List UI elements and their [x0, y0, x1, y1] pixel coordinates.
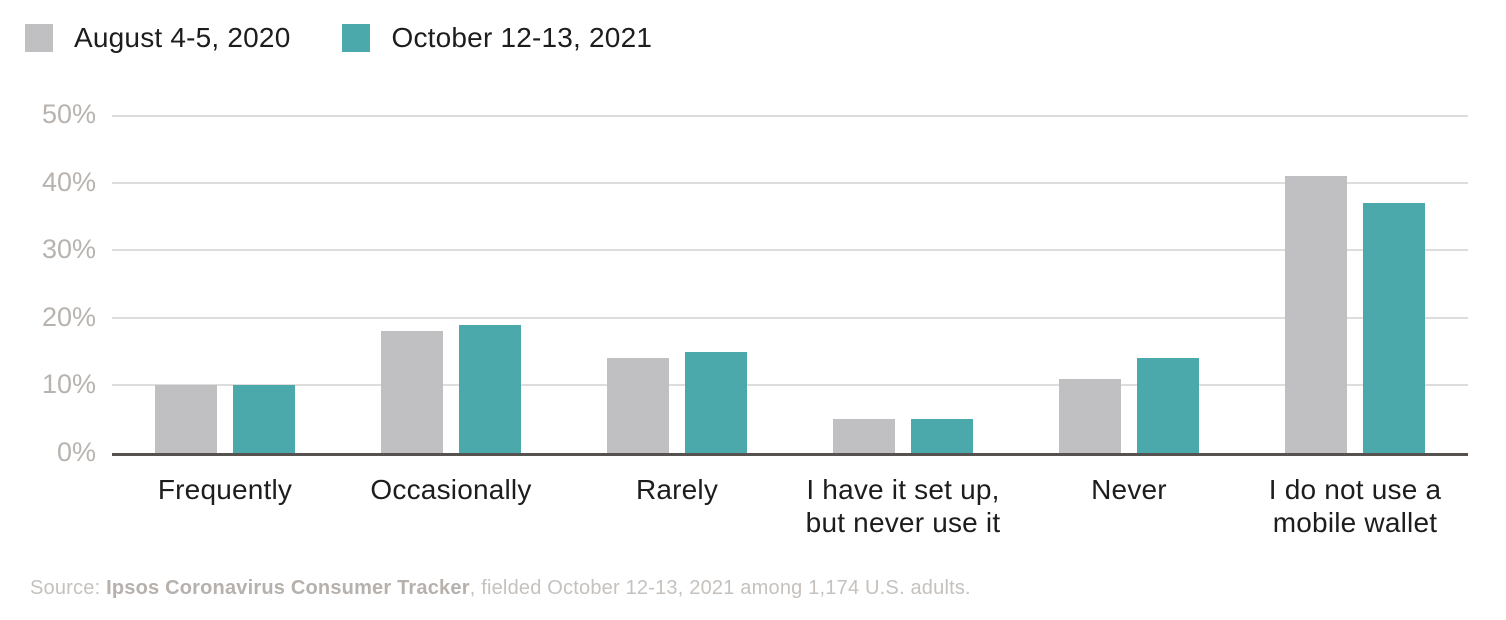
- bar-groups: [112, 115, 1468, 453]
- bar: [685, 351, 747, 453]
- legend: August 4-5, 2020 October 12-13, 2021: [25, 22, 652, 54]
- bar: [459, 324, 521, 453]
- bar: [1285, 175, 1347, 453]
- bar: [233, 385, 295, 453]
- x-category-label: Never: [1091, 474, 1167, 505]
- bar: [911, 419, 973, 453]
- legend-item-aug-2020: August 4-5, 2020: [25, 22, 290, 54]
- bar-group: [790, 115, 1016, 453]
- bar-group: [338, 115, 564, 453]
- bar: [1059, 378, 1121, 453]
- gridline: [112, 249, 1468, 252]
- bar: [833, 419, 895, 453]
- x-category-label: Occasionally: [370, 474, 532, 505]
- source-note: Source: Ipsos Coronavirus Consumer Track…: [30, 577, 971, 600]
- bar-group: [564, 115, 790, 453]
- y-tick-label: 10%: [41, 369, 96, 400]
- source-details: , fielded October 12-13, 2021 among 1,17…: [469, 577, 971, 599]
- x-category-label: Rarely: [635, 474, 719, 505]
- x-category-label: I do not use a mobile wallet: [1268, 474, 1442, 539]
- y-axis-labels: 0% 10% 20% 30% 40% 50%: [0, 0, 96, 620]
- legend-item-oct-2021: October 12-13, 2021: [342, 22, 652, 54]
- gridline: [112, 384, 1468, 387]
- bar-group: [1242, 115, 1468, 453]
- x-category-label: I have it set up, but never use it: [805, 474, 1001, 539]
- bar: [1137, 358, 1199, 453]
- y-tick-label: 30%: [41, 234, 96, 265]
- legend-label-oct-2021: October 12-13, 2021: [391, 22, 653, 53]
- gridline: [112, 316, 1468, 319]
- y-tick-label: 0%: [56, 436, 96, 467]
- bar: [607, 358, 669, 453]
- source-tracker-name: Ipsos Coronavirus Consumer Tracker: [106, 577, 470, 599]
- source-prefix: Source:: [30, 577, 107, 599]
- x-category-label: Frequently: [157, 474, 293, 505]
- legend-swatch-oct-2021-icon: [342, 24, 371, 52]
- plot-area: [112, 115, 1468, 456]
- y-tick-label: 20%: [41, 301, 96, 332]
- x-axis-labels: Frequently Occasionally Rarely I have it se…: [112, 473, 1468, 539]
- bar: [155, 385, 217, 453]
- legend-swatch-aug-2020-icon: [25, 24, 53, 52]
- legend-label-aug-2020: August 4-5, 2020: [74, 22, 291, 53]
- gridline: [112, 181, 1468, 184]
- bar-group: [1016, 115, 1242, 453]
- bar-group: [112, 115, 338, 453]
- bar: [381, 331, 443, 453]
- bar: [1363, 202, 1425, 453]
- y-tick-label: 50%: [41, 98, 96, 129]
- gridline: [112, 115, 1468, 117]
- y-tick-label: 40%: [41, 166, 96, 197]
